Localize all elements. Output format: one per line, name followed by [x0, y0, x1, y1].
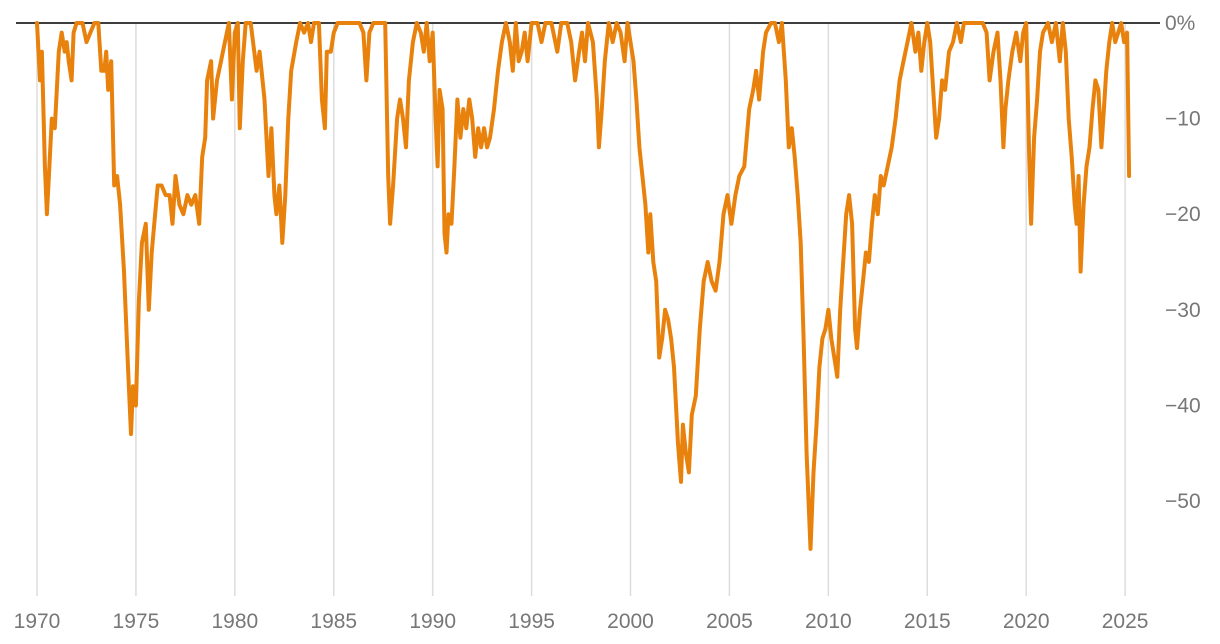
y-tick-label: 0% [1165, 12, 1195, 35]
x-tick-label: 2020 [1003, 610, 1050, 633]
x-tick-label: 2005 [706, 610, 753, 633]
y-tick-label: −50 [1165, 490, 1201, 513]
y-tick-label: −10 [1165, 108, 1201, 131]
x-tick-label: 1990 [409, 610, 456, 633]
x-tick-label: 2025 [1102, 610, 1149, 633]
x-tick-label: 1970 [14, 610, 61, 633]
y-tick-label: −30 [1165, 299, 1201, 322]
y-tick-label: −40 [1165, 394, 1201, 417]
x-tick-label: 2015 [904, 610, 951, 633]
x-tick-label: 1980 [211, 610, 258, 633]
x-tick-label: 2000 [607, 610, 654, 633]
x-tick-label: 1975 [113, 610, 160, 633]
series-line-drawdown [35, 21, 1132, 551]
x-tick-label: 2010 [805, 610, 852, 633]
x-tick-label: 1985 [310, 610, 357, 633]
x-tick-label: 1995 [508, 610, 555, 633]
y-axis: 0% −10 −20 −30 −40 −50 [1165, 12, 1201, 513]
x-axis: 1970 1975 1980 1985 1990 1995 2000 2005 2010 2015… [14, 610, 1149, 633]
vertical-gridlines [36, 23, 1126, 596]
y-tick-label: −20 [1165, 203, 1201, 226]
